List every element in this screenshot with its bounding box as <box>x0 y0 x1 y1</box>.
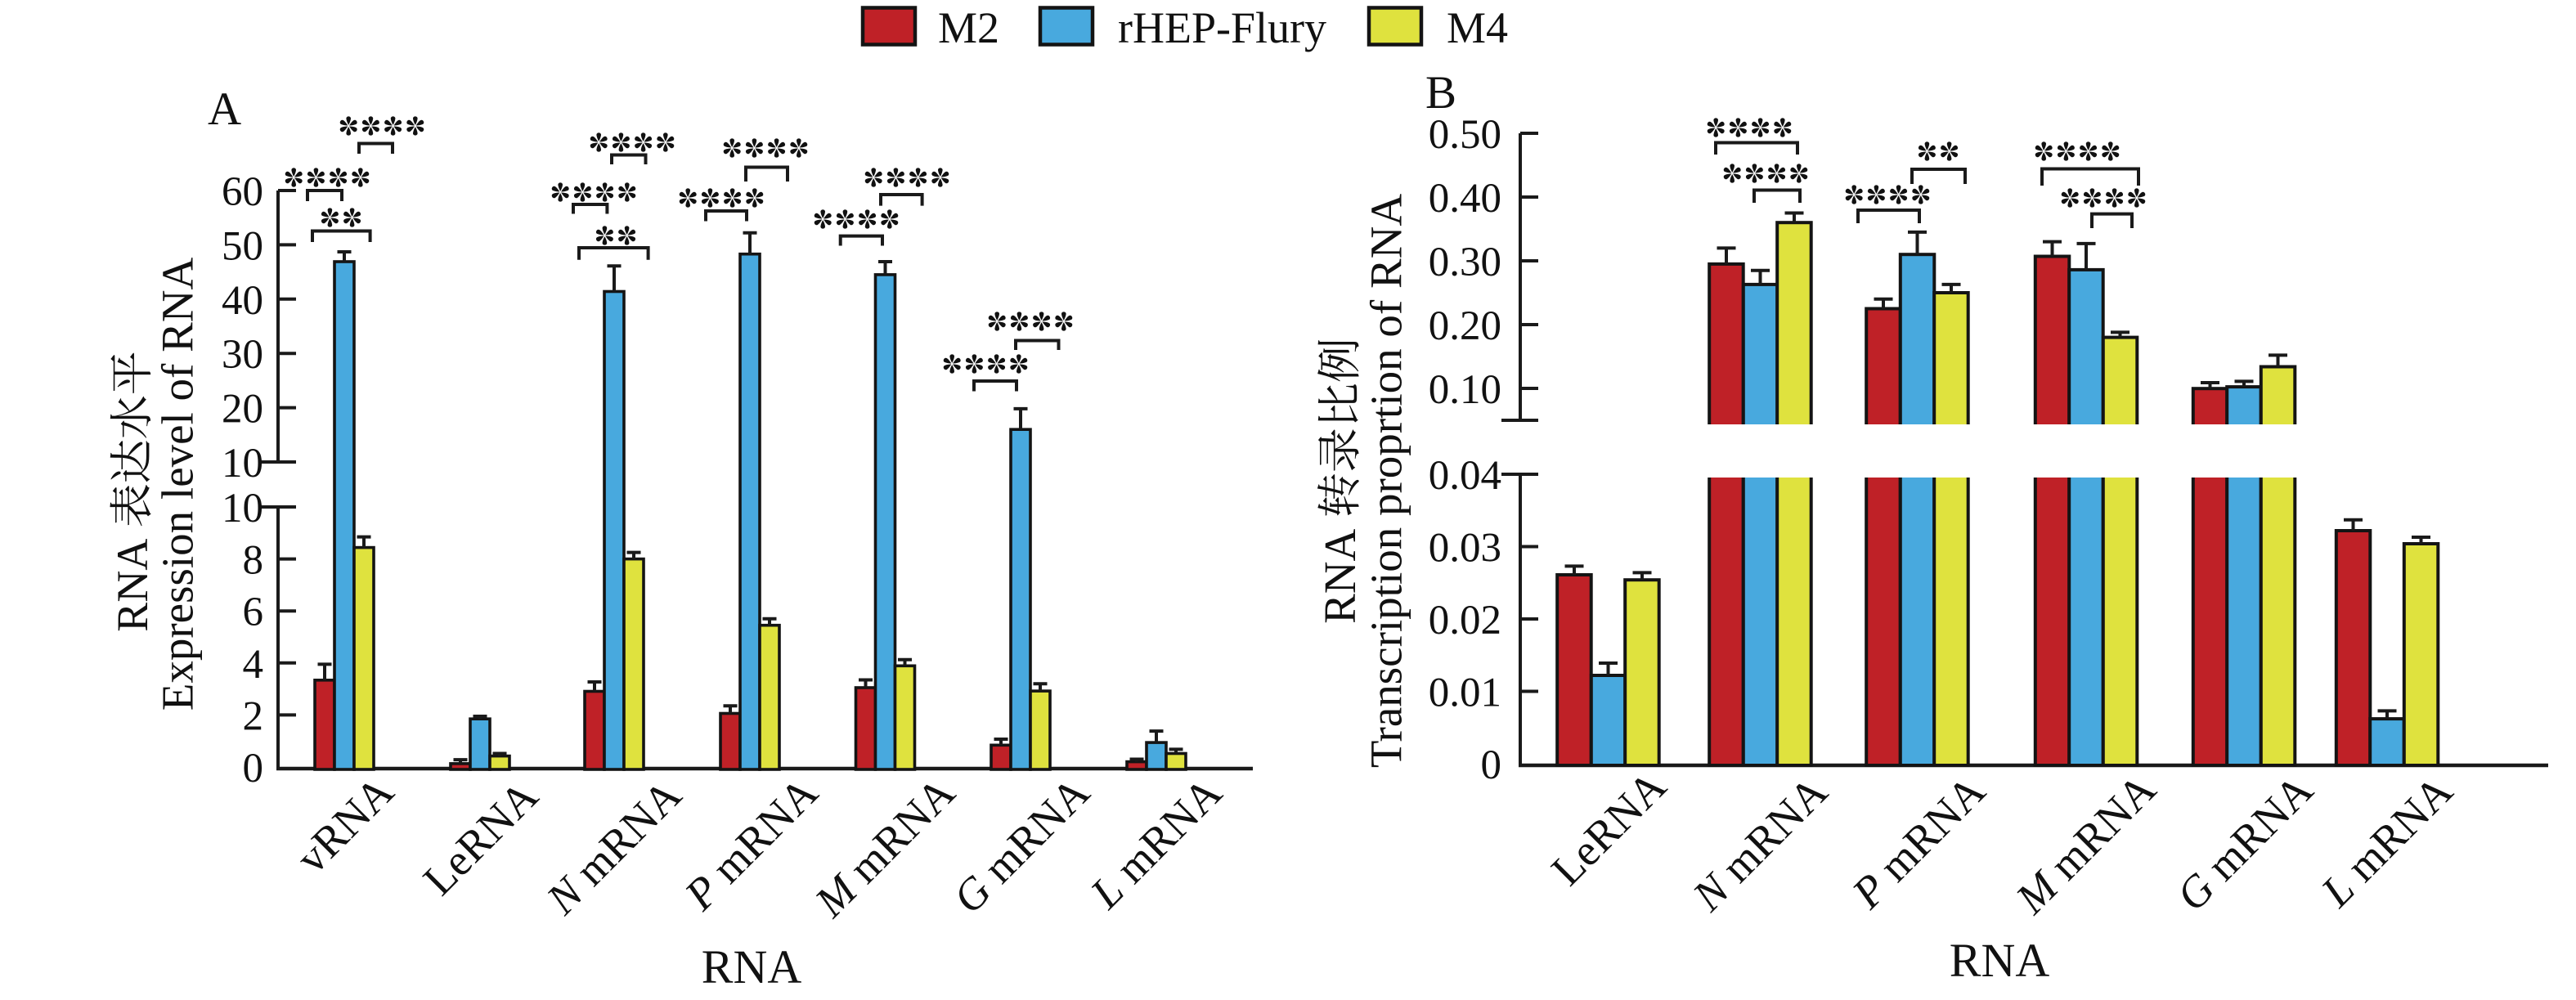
svg-text:0.40: 0.40 <box>1429 176 1501 222</box>
svg-text:RNA: RNA <box>1315 528 1365 623</box>
svg-text:10: 10 <box>222 441 263 487</box>
svg-text:0.30: 0.30 <box>1429 240 1501 285</box>
svg-text:4: 4 <box>243 642 264 688</box>
svg-text:30: 30 <box>222 332 263 378</box>
svg-text:0.04: 0.04 <box>1429 453 1501 499</box>
svg-text:6: 6 <box>243 590 264 635</box>
svg-text:M2: M2 <box>938 3 999 52</box>
svg-text:40: 40 <box>222 278 263 324</box>
svg-text:8: 8 <box>243 538 264 584</box>
svg-text:0.01: 0.01 <box>1429 670 1501 716</box>
svg-text:A: A <box>208 83 241 135</box>
svg-text:0: 0 <box>1481 742 1502 788</box>
svg-text:rHEP-Flury: rHEP-Flury <box>1118 3 1326 52</box>
svg-text:2: 2 <box>243 693 264 739</box>
svg-text:20: 20 <box>222 387 263 433</box>
svg-text:10: 10 <box>222 486 263 531</box>
svg-text:0.20: 0.20 <box>1429 303 1501 349</box>
svg-text:Transcription proprtion of RNA: Transcription proprtion of RNA <box>1362 194 1411 769</box>
svg-text:0.02: 0.02 <box>1429 598 1501 643</box>
svg-text:0.03: 0.03 <box>1429 526 1501 572</box>
svg-text:Expression level of RNA: Expression level of RNA <box>153 257 203 711</box>
svg-text:50: 50 <box>222 223 263 269</box>
svg-text:B: B <box>1425 67 1456 119</box>
svg-text:RNA: RNA <box>108 539 157 632</box>
svg-text:0: 0 <box>243 746 264 791</box>
svg-text:RNA: RNA <box>1950 934 2050 987</box>
svg-text:M4: M4 <box>1447 3 1508 52</box>
svg-text:0.50: 0.50 <box>1429 112 1501 158</box>
svg-text:RNA: RNA <box>702 940 802 993</box>
svg-text:60: 60 <box>222 169 263 215</box>
svg-text:0.10: 0.10 <box>1429 367 1501 413</box>
